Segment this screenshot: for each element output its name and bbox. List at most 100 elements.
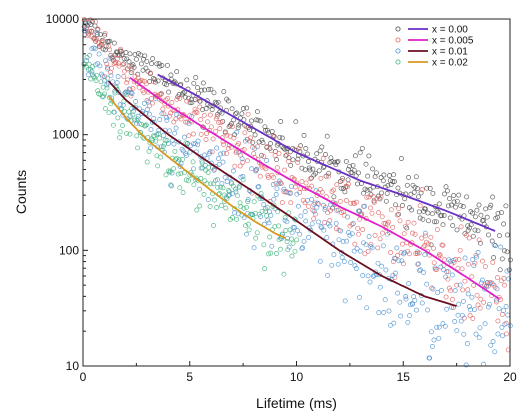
- scatter-point: [450, 257, 456, 263]
- scatter-point: [244, 231, 249, 237]
- scatter-point: [259, 164, 265, 170]
- scatter-point: [504, 249, 510, 255]
- scatter-point: [199, 158, 205, 164]
- scatter-point: [472, 307, 477, 313]
- scatter-point: [184, 98, 190, 104]
- scatter-point: [422, 206, 428, 212]
- scatter-point: [116, 60, 121, 66]
- scatter-point: [475, 250, 481, 255]
- scatter-point: [428, 329, 434, 335]
- scatter-point: [310, 207, 316, 213]
- scatter-point: [430, 286, 436, 292]
- scatter-point: [335, 261, 341, 267]
- scatter-point: [403, 296, 409, 302]
- scatter-point: [405, 219, 411, 225]
- scatter-point: [263, 127, 268, 133]
- scatter-point: [307, 176, 313, 182]
- scatter-point: [117, 135, 123, 141]
- scatter-point: [386, 308, 392, 314]
- scatter-point: [271, 196, 277, 202]
- fit-line-series-1: [129, 76, 500, 300]
- scatter-point: [441, 213, 447, 218]
- scatter-point: [150, 138, 156, 144]
- scatter-point: [323, 152, 328, 157]
- scatter-point: [456, 192, 462, 198]
- scatter-point: [96, 51, 102, 57]
- scatter-point: [237, 163, 243, 169]
- scatter-point: [225, 98, 231, 104]
- legend-label: x = 0.02: [432, 58, 468, 69]
- scatter-point: [489, 238, 495, 244]
- scatter-point: [141, 90, 147, 96]
- scatter-point: [357, 294, 362, 300]
- scatter-point: [454, 328, 460, 334]
- scatter-point: [153, 138, 159, 144]
- scatter-point: [380, 230, 386, 236]
- scatter-point: [318, 175, 324, 181]
- scatter-point: [179, 156, 185, 162]
- scatter-point: [208, 86, 214, 92]
- scatter-point: [449, 272, 455, 278]
- scatter-point: [452, 288, 458, 294]
- scatter-point: [305, 151, 310, 157]
- scatter-point: [384, 191, 390, 196]
- scatter-point: [435, 209, 441, 215]
- scatter-point: [309, 221, 315, 227]
- scatter-point: [388, 207, 394, 213]
- scatter-point: [362, 251, 368, 257]
- scatter-point: [495, 318, 501, 324]
- scatter-point: [334, 159, 340, 165]
- scatter-point: [108, 101, 114, 107]
- scatter-point: [279, 200, 285, 206]
- scatter-point: [479, 280, 484, 286]
- scatter-point: [345, 166, 351, 172]
- scatter-point: [432, 265, 438, 271]
- scatter-point: [259, 137, 265, 143]
- scatter-point: [233, 148, 239, 154]
- scatter-point: [324, 133, 330, 139]
- scatter-point: [346, 181, 351, 187]
- scatter-point: [426, 241, 431, 247]
- scatter-point: [396, 258, 402, 264]
- scatter-point: [492, 243, 498, 249]
- scatter-point: [173, 156, 179, 162]
- scatter-point: [205, 197, 211, 203]
- scatter-point: [150, 79, 156, 85]
- scatter-point: [338, 185, 344, 191]
- scatter-point: [356, 170, 361, 176]
- scatter-point: [172, 130, 178, 136]
- scatter-point: [368, 244, 374, 250]
- scatter-point: [375, 193, 381, 199]
- scatter-point: [147, 70, 153, 76]
- scatter-point: [198, 117, 204, 122]
- scatter-point: [192, 97, 198, 102]
- scatter-point: [166, 113, 172, 119]
- scatter-point: [289, 253, 295, 259]
- scatter-point: [428, 234, 434, 240]
- scatter-point: [436, 251, 442, 257]
- fit-layer: [107, 73, 500, 307]
- scatter-point: [450, 223, 456, 229]
- scatter-point: [310, 166, 316, 172]
- scatter-point: [276, 181, 282, 187]
- scatter-point: [490, 194, 496, 200]
- scatter-point: [466, 235, 472, 241]
- scatter-point: [327, 202, 333, 208]
- scatter-point: [443, 274, 449, 280]
- scatter-point: [223, 205, 229, 211]
- scatter-point: [460, 287, 466, 293]
- scatter-point: [388, 250, 394, 255]
- scatter-point: [465, 261, 471, 267]
- scatter-point: [384, 231, 390, 237]
- scatter-point: [452, 319, 458, 324]
- scatter-point: [372, 232, 378, 238]
- scatter-point: [438, 264, 444, 270]
- scatter-point: [506, 276, 512, 282]
- scatter-point: [200, 80, 206, 86]
- legend-label: x = 0.005: [432, 36, 474, 47]
- scatter-point: [476, 335, 482, 341]
- scatter-point: [315, 200, 321, 206]
- scatter-point: [399, 258, 405, 264]
- scatter-point: [95, 88, 101, 94]
- scatter-point: [142, 78, 148, 84]
